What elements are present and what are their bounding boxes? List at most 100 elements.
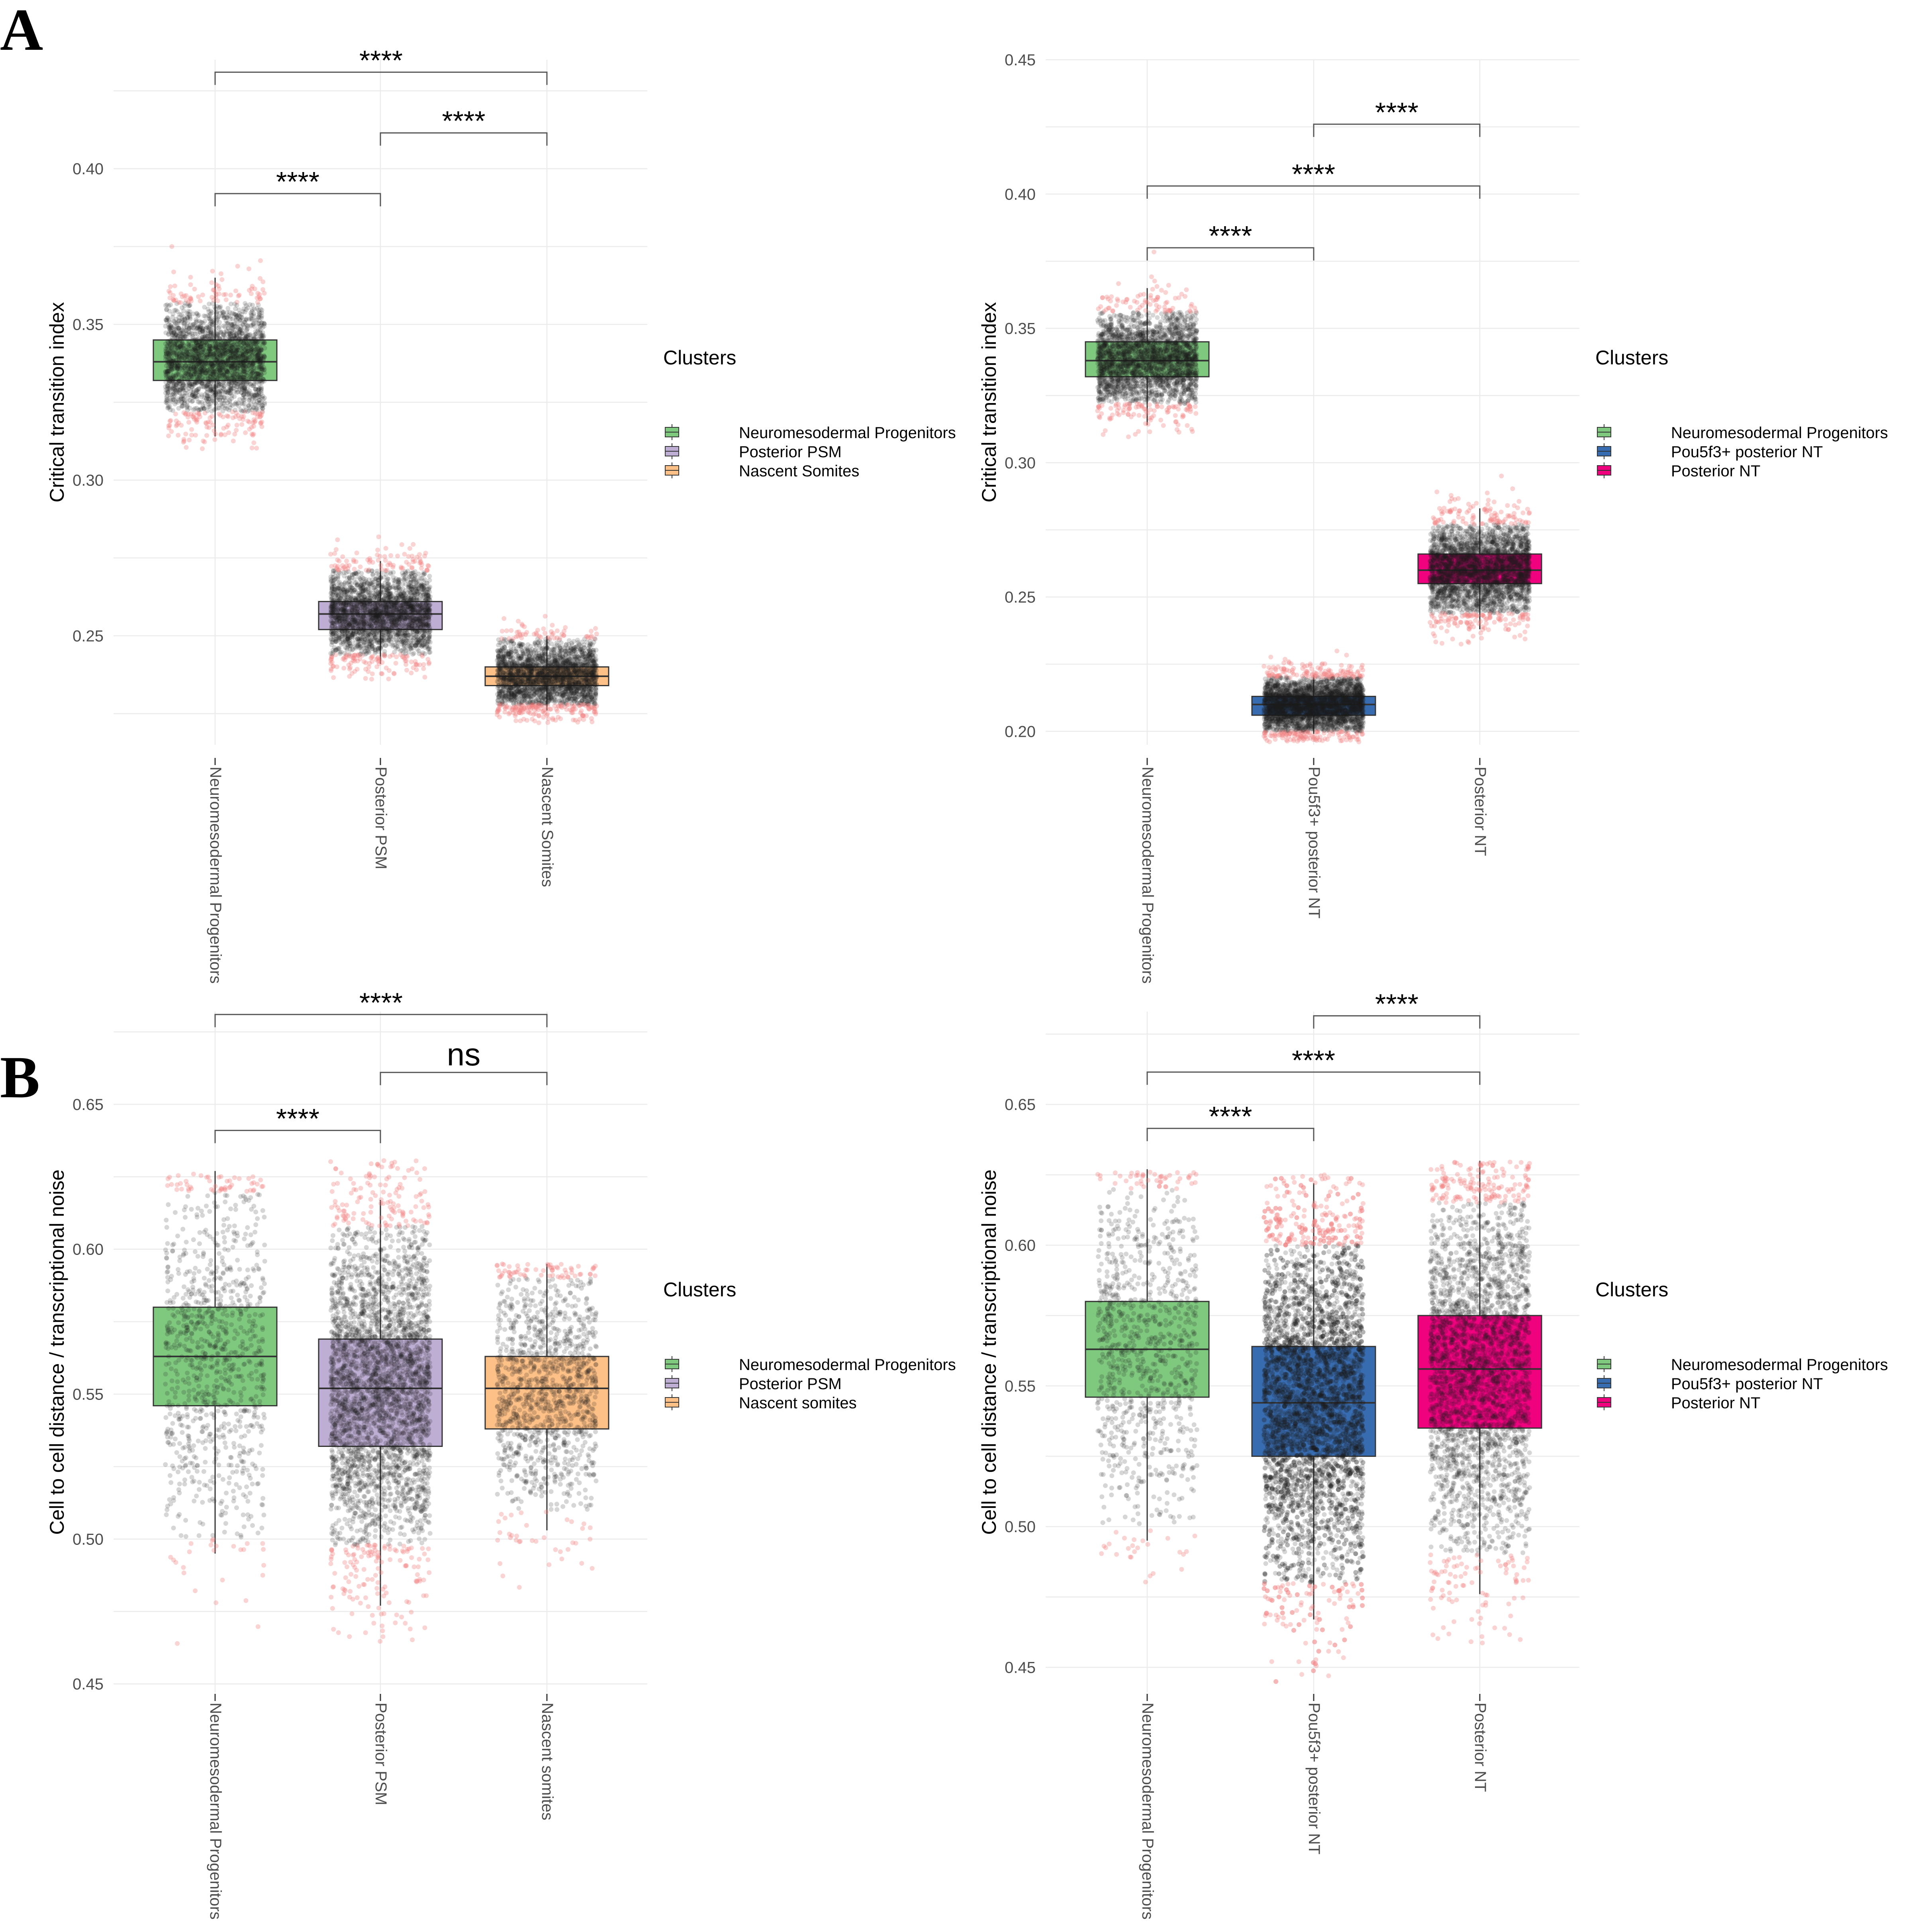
data-point [235, 264, 240, 269]
data-point [229, 344, 234, 349]
data-point [343, 640, 348, 645]
data-point [229, 323, 235, 328]
data-point [365, 608, 370, 613]
data-point [195, 376, 200, 382]
data-point [208, 351, 214, 356]
data-point [411, 651, 416, 656]
data-point [213, 362, 218, 367]
data-point [386, 576, 391, 581]
data-point [198, 377, 203, 382]
data-point [259, 323, 264, 328]
data-point [385, 583, 390, 589]
data-point [422, 675, 427, 680]
data-point [191, 364, 196, 370]
y-tick-label: 0.35 [72, 316, 104, 334]
data-point [257, 397, 262, 403]
data-point [168, 328, 173, 333]
data-point [215, 355, 220, 360]
data-point [195, 325, 200, 330]
data-point [177, 390, 182, 395]
box [153, 339, 278, 381]
data-point [400, 606, 405, 611]
data-point [339, 590, 344, 595]
data-point [409, 571, 414, 576]
data-point [374, 571, 380, 576]
panel-label-b: B [0, 1047, 40, 1107]
data-point [169, 367, 174, 372]
data-point [225, 370, 231, 376]
data-point [358, 564, 363, 570]
data-point [186, 420, 191, 425]
data-point [229, 364, 234, 369]
data-point [215, 341, 220, 346]
box-group-1 [153, 244, 278, 451]
data-point [181, 440, 186, 445]
data-point [333, 633, 338, 638]
data-point [377, 658, 382, 663]
data-point [349, 596, 353, 601]
data-point [212, 384, 217, 389]
data-point [338, 632, 343, 637]
data-point [171, 394, 176, 399]
data-point [234, 423, 239, 428]
data-point [184, 445, 189, 450]
data-point [237, 292, 242, 298]
data-point [246, 266, 251, 271]
data-point [349, 660, 354, 666]
data-point [174, 391, 179, 396]
data-point [336, 580, 341, 585]
data-point [241, 408, 246, 413]
data-point [335, 568, 341, 573]
data-point [232, 432, 237, 437]
data-point [230, 326, 235, 331]
data-point [184, 375, 189, 380]
data-point [221, 386, 226, 391]
data-point [218, 388, 223, 393]
data-point [193, 331, 198, 337]
data-point [234, 410, 239, 415]
data-point [422, 587, 427, 592]
data-point [411, 607, 416, 612]
data-point [226, 383, 231, 388]
data-point [186, 412, 191, 417]
data-point [393, 600, 398, 605]
data-point [214, 356, 219, 362]
data-point [251, 365, 256, 370]
data-point [334, 664, 339, 669]
data-point [180, 305, 184, 310]
data-point [333, 611, 338, 617]
data-point [221, 414, 226, 419]
data-point [403, 588, 408, 593]
data-point [329, 583, 334, 588]
data-point [204, 425, 210, 430]
data-point [188, 317, 193, 322]
data-point [240, 358, 245, 363]
data-point [258, 421, 263, 426]
data-point [249, 291, 254, 296]
data-point [391, 637, 396, 642]
data-point [190, 355, 195, 360]
data-point [199, 344, 204, 349]
data-point [391, 604, 396, 609]
data-point [252, 306, 257, 311]
data-point [427, 597, 432, 603]
data-point [251, 369, 256, 374]
data-point [167, 378, 172, 384]
data-point [196, 393, 201, 398]
data-point [196, 411, 202, 416]
data-point [245, 333, 251, 338]
data-point [206, 336, 212, 341]
data-point [168, 290, 172, 296]
data-point [229, 388, 234, 393]
data-point [169, 325, 174, 330]
data-point [167, 324, 172, 329]
data-point [360, 640, 366, 645]
data-point [206, 348, 211, 354]
data-point [163, 353, 168, 358]
data-point [206, 301, 212, 307]
data-point [211, 399, 216, 403]
data-point [202, 305, 207, 310]
data-point [183, 334, 188, 339]
data-point [176, 338, 181, 343]
data-point [198, 363, 204, 368]
